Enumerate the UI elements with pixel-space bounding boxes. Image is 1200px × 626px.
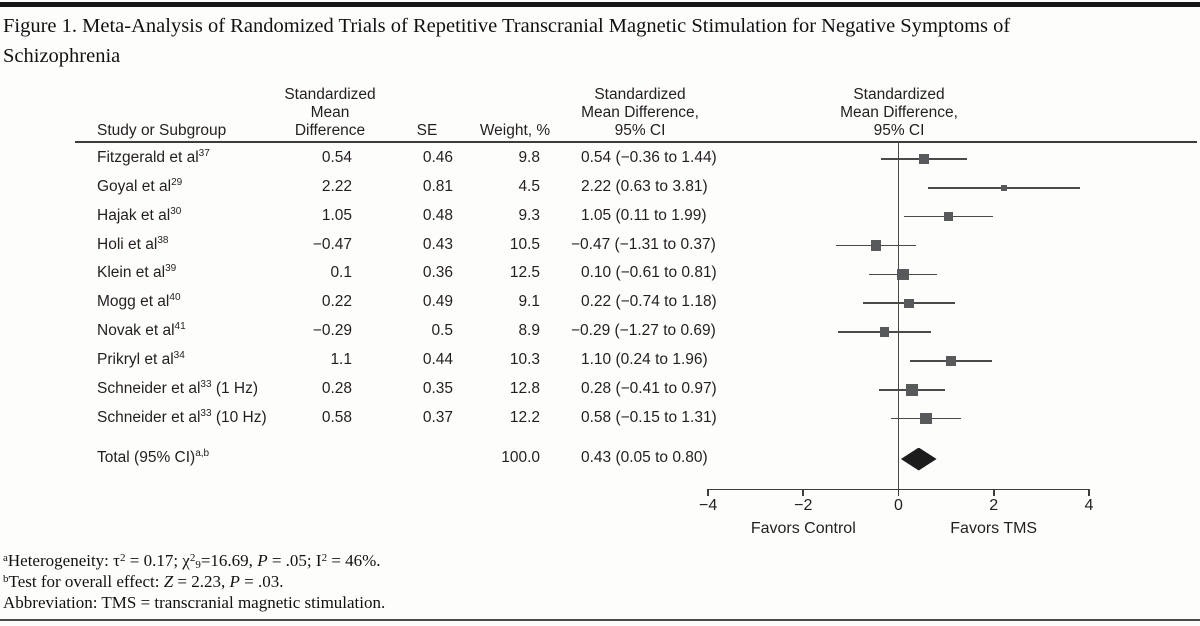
study-label: Mogg et al40 <box>97 292 181 311</box>
total-ci-text: 0.43 (0.05 to 0.80) <box>581 449 708 466</box>
column-header-smd: Standardized Mean Difference <box>284 86 376 139</box>
smd-value: −0.29 <box>312 322 352 340</box>
study-label: Klein et al39 <box>97 263 177 282</box>
weight-value: 8.9 <box>518 322 540 340</box>
column-header-weight: Weight, % <box>479 122 551 139</box>
effect-square <box>870 240 882 251</box>
smd-value: 0.54 <box>321 149 352 166</box>
total-label: Total (95% CI)a,b <box>97 448 210 467</box>
study-label: Schneider et al33 (10 Hz) <box>97 407 267 426</box>
axis-tick-label: 0 <box>894 496 903 514</box>
smd-value: 1.05 <box>321 206 352 224</box>
weight-value: 12.8 <box>509 379 540 397</box>
se-value: 0.36 <box>422 264 453 282</box>
smd-value: 0.28 <box>321 379 352 397</box>
axis-tick <box>707 488 709 496</box>
axis-tick-label: 4 <box>1084 496 1094 514</box>
axis-tick <box>1088 488 1090 496</box>
se-value: 0.48 <box>422 206 453 224</box>
se-value: 0.5 <box>431 322 453 340</box>
column-header-ci: Standardized Mean Difference, 95% CI <box>581 86 699 139</box>
study-label: Prikryl et al34 <box>97 349 185 368</box>
favors-control-label: Favors Control <box>750 519 856 537</box>
figure-title: Figure 1. Meta-Analysis of Randomized Tr… <box>3 11 1153 71</box>
se-value: 0.49 <box>422 293 453 311</box>
study-label: Hajak et al30 <box>97 205 182 224</box>
study-label: Goyal et al29 <box>97 176 183 195</box>
ci-text: 1.05 (0.11 to 1.99) <box>581 206 707 224</box>
smd-value: 2.22 <box>321 177 352 195</box>
effect-square <box>919 154 930 164</box>
bottom-rule <box>0 619 1200 621</box>
axis-tick <box>992 488 995 496</box>
weight-value: 9.8 <box>518 149 540 166</box>
effect-square <box>880 327 890 337</box>
se-value: 0.46 <box>422 149 453 166</box>
figure-title-line2: Schizophrenia <box>3 45 121 67</box>
weight-value: 10.3 <box>509 350 540 368</box>
favors-tms-label: Favors TMS <box>950 519 1038 537</box>
ci-text: 0.58 (−0.15 to 1.31) <box>581 408 717 426</box>
column-header-se: SE <box>416 122 438 139</box>
ci-text: 0.22 (−0.74 to 1.18) <box>581 293 717 311</box>
ci-text: 2.22 (0.63 to 3.81) <box>581 177 708 195</box>
axis-tick-label: −4 <box>698 496 718 514</box>
se-value: 0.35 <box>422 379 453 397</box>
smd-value: 1.1 <box>330 350 352 368</box>
total-weight: 100.0 <box>501 449 540 466</box>
weight-value: 4.5 <box>518 177 540 195</box>
zero-effect-line <box>897 142 900 489</box>
footnotes: aHeterogeneity: τ2 = 0.17; χ29=16.69, P … <box>3 550 903 613</box>
figure-title-line1: Figure 1. Meta-Analysis of Randomized Tr… <box>3 15 1011 37</box>
ci-text: 1.10 (0.24 to 1.96) <box>581 350 708 368</box>
footnote-line: bTest for overall effect: Z = 2.23, P = … <box>3 572 284 591</box>
weight-value: 9.1 <box>518 293 540 311</box>
se-value: 0.44 <box>422 350 453 368</box>
se-value: 0.37 <box>422 408 453 426</box>
effect-square <box>897 268 910 281</box>
smd-value: −0.47 <box>312 235 352 253</box>
axis-tick <box>897 488 900 496</box>
weight-value: 12.2 <box>509 408 540 426</box>
axis-tick <box>802 488 805 496</box>
smd-value: 0.58 <box>321 408 352 426</box>
study-label: Holi et al38 <box>97 234 169 253</box>
weight-value: 9.3 <box>518 206 540 224</box>
se-value: 0.43 <box>422 235 453 253</box>
ci-text: 0.54 (−0.36 to 1.44) <box>581 149 717 166</box>
column-header-study: Study or Subgroup <box>97 122 227 139</box>
study-label: Schneider et al33 (1 Hz) <box>97 378 259 397</box>
weight-value: 12.5 <box>509 264 540 282</box>
weight-value: 10.5 <box>509 235 540 253</box>
study-label: Novak et al41 <box>97 321 186 340</box>
effect-square <box>905 383 918 396</box>
ci-text: 0.28 (−0.41 to 0.97) <box>581 379 717 397</box>
ci-text: −0.29 (−1.27 to 0.69) <box>571 322 716 340</box>
smd-value: 0.1 <box>330 264 352 282</box>
axis-tick-label: 2 <box>989 496 999 514</box>
column-header-plot: Standardized Mean Difference, 95% CI <box>840 86 958 139</box>
footnote-line: Abbreviation: TMS = transcranial magneti… <box>3 593 386 612</box>
smd-value: 0.22 <box>321 293 352 311</box>
axis-tick-label: −2 <box>794 496 813 514</box>
header-rule <box>75 141 1197 143</box>
se-value: 0.81 <box>422 177 453 195</box>
effect-square <box>920 412 932 425</box>
effect-square <box>904 298 914 308</box>
top-rule <box>0 2 1200 7</box>
ci-text: −0.47 (−1.31 to 0.37) <box>571 235 716 253</box>
total-diamond <box>900 447 937 471</box>
ci-text: 0.10 (−0.61 to 0.81) <box>581 264 717 282</box>
effect-square <box>1000 184 1008 192</box>
footnote-line: aHeterogeneity: τ2 = 0.17; χ29=16.69, P … <box>3 551 381 571</box>
effect-square <box>943 211 954 222</box>
study-label: Fitzgerald et al37 <box>97 148 210 167</box>
effect-square <box>945 355 956 367</box>
